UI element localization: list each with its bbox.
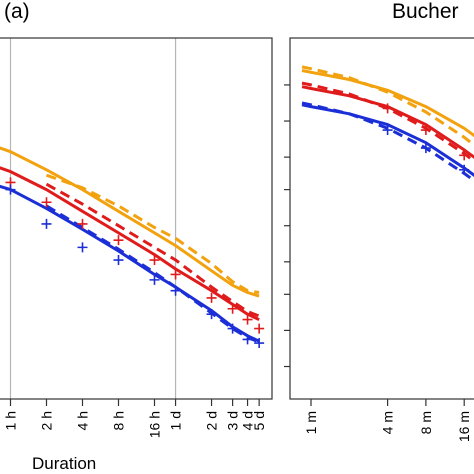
x-tick-label: 2 d (204, 411, 220, 430)
data-point-blue (254, 338, 265, 349)
data-point-blue (459, 164, 470, 175)
data-point-blue (170, 285, 181, 296)
data-point-red (254, 323, 265, 334)
x-tick-label: 8 h (111, 411, 127, 430)
data-point-red (382, 103, 393, 114)
series-line-orange-solid (0, 146, 260, 298)
x-tick-label: 16 m (456, 411, 472, 442)
series-line-orange-dashed (46, 173, 260, 294)
series-line-red-solid (0, 166, 260, 321)
data-point-red (113, 235, 124, 246)
x-tick-label: 8 m (418, 411, 434, 434)
x-tick-label: 3 d (225, 411, 241, 430)
data-point-blue (5, 184, 16, 195)
left-chart-panel: 1 h 2 h 4 h 8 h 16 h 1 d 2 d 3 d4 d5 d (0, 37, 273, 438)
plot-frame (0, 37, 273, 400)
data-point-blue (149, 274, 160, 285)
series-line-blue-dashed (301, 101, 474, 183)
x-tick-label: 16 h (147, 411, 163, 438)
data-point-red (459, 150, 470, 161)
data-point-red (41, 197, 52, 208)
series-line-orange-solid (301, 69, 474, 138)
x-axis-title: Duration (32, 454, 96, 473)
series-line-orange-dashed (301, 65, 474, 147)
data-point-red (170, 269, 181, 280)
data-point-blue (227, 323, 238, 334)
data-point-red (77, 218, 88, 229)
x-tick-label: 4 m (380, 411, 396, 434)
data-point-red (149, 255, 160, 266)
data-point-red (206, 292, 217, 303)
panel-label: (a) (4, 0, 30, 23)
x-tick-label: 2 h (39, 411, 55, 430)
x-tick-label: 1 d (168, 411, 184, 430)
data-point-blue (242, 334, 253, 345)
data-point-blue (206, 309, 217, 320)
series-line-red-dashed (45, 182, 260, 318)
data-point-blue (41, 218, 52, 229)
x-tick-label: 1 m (303, 411, 319, 434)
data-point-blue (420, 143, 431, 154)
data-point-blue (77, 242, 88, 253)
x-tick-label: 5 d (251, 411, 267, 430)
x-tick-label: 4 d (240, 411, 256, 430)
data-point-red (420, 125, 431, 136)
data-point-blue (113, 255, 124, 266)
series-line-blue-solid (0, 184, 260, 343)
data-point-blue (382, 125, 393, 136)
data-point-red (242, 314, 253, 325)
x-tick-label: 4 h (75, 411, 91, 430)
data-point-red (227, 303, 238, 314)
right-chart-panel: 1 m 4 m 8 m 16 m (284, 37, 474, 442)
x-tick-label: 1 h (3, 411, 19, 430)
panel-title: Bucher (392, 0, 459, 23)
plot-frame (289, 37, 474, 400)
